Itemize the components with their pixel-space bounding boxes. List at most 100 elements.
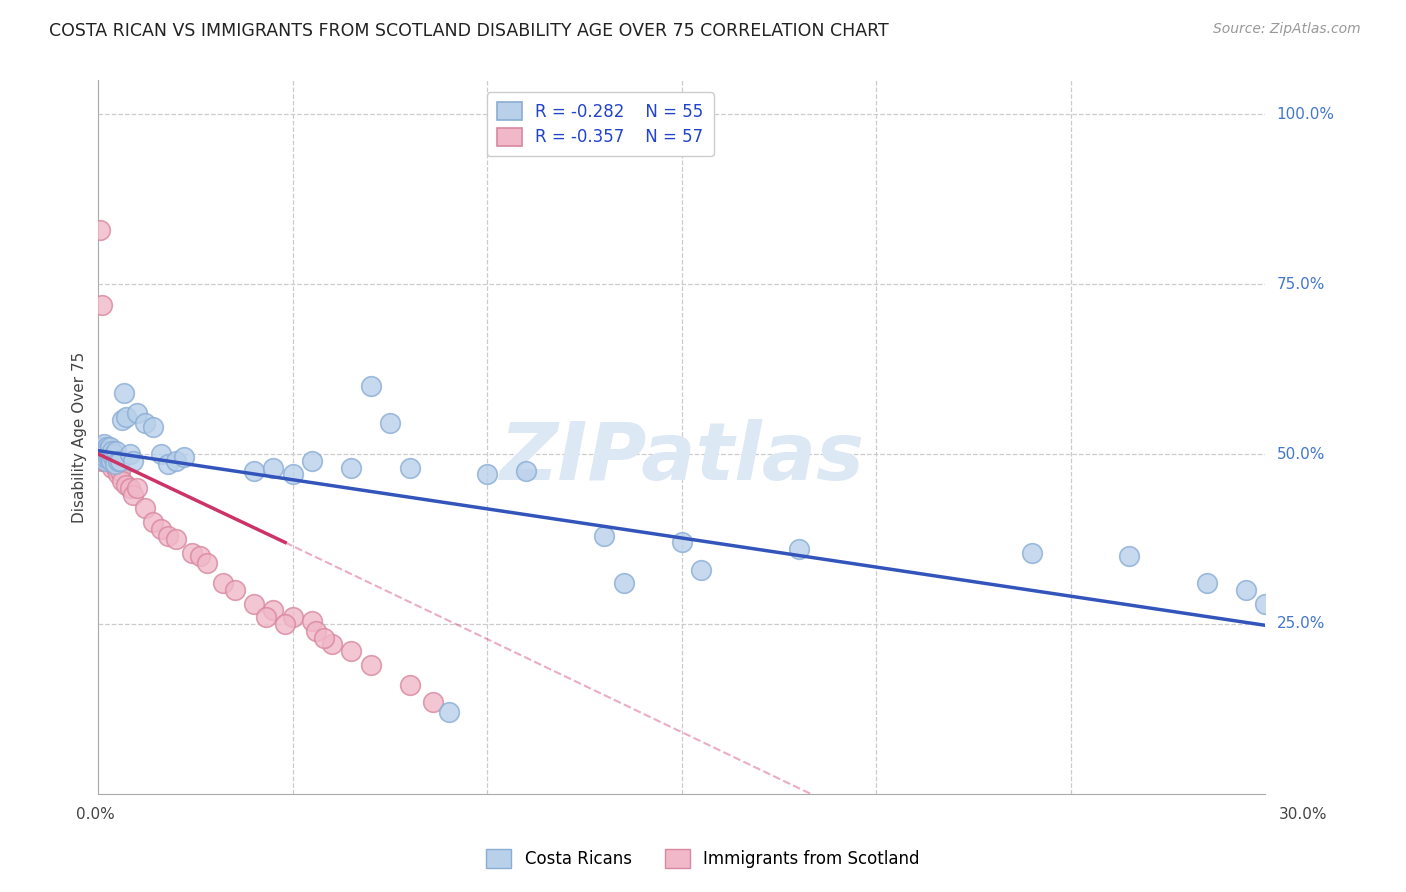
Point <box>142 420 165 434</box>
Point <box>243 597 266 611</box>
Point <box>262 460 284 475</box>
Point <box>98 440 121 454</box>
Point <box>100 454 122 468</box>
Legend: R = -0.282    N = 55, R = -0.357    N = 57: R = -0.282 N = 55, R = -0.357 N = 57 <box>486 92 713 156</box>
Point <box>122 454 145 468</box>
Point <box>1021 546 1043 560</box>
Text: 50.0%: 50.0% <box>1277 447 1324 461</box>
Point <box>340 644 363 658</box>
Point <box>101 443 124 458</box>
Point <box>98 454 121 468</box>
Point <box>93 437 115 451</box>
Point <box>477 467 499 482</box>
Text: 100.0%: 100.0% <box>1277 107 1334 122</box>
Point <box>96 440 118 454</box>
Text: Source: ZipAtlas.com: Source: ZipAtlas.com <box>1213 22 1361 37</box>
Point <box>107 467 129 482</box>
Point <box>94 450 117 465</box>
Text: 30.0%: 30.0% <box>1279 807 1327 822</box>
Point <box>111 413 134 427</box>
Point <box>321 637 343 651</box>
Point <box>398 460 420 475</box>
Point <box>93 447 115 461</box>
Legend: Costa Ricans, Immigrants from Scotland: Costa Ricans, Immigrants from Scotland <box>479 843 927 875</box>
Point <box>94 440 117 454</box>
Point <box>96 454 118 468</box>
Point <box>111 475 134 489</box>
Point <box>114 409 136 424</box>
Point <box>91 447 114 461</box>
Y-axis label: Disability Age Over 75: Disability Age Over 75 <box>72 351 87 523</box>
Point <box>96 447 118 461</box>
Point <box>101 454 124 468</box>
Point <box>93 454 115 468</box>
Text: 0.0%: 0.0% <box>76 807 115 822</box>
Text: 75.0%: 75.0% <box>1277 277 1324 292</box>
Point <box>112 385 135 400</box>
Point <box>97 450 120 465</box>
Point <box>149 522 172 536</box>
Text: ZIPatlas: ZIPatlas <box>499 419 865 498</box>
Point <box>103 450 125 465</box>
Point <box>104 457 127 471</box>
Point <box>301 614 323 628</box>
Point <box>360 657 382 672</box>
Point <box>96 447 118 461</box>
Point <box>212 576 235 591</box>
Point <box>593 528 616 542</box>
Point <box>787 542 810 557</box>
Point <box>157 457 180 471</box>
Point <box>188 549 211 563</box>
Point <box>134 501 156 516</box>
Point <box>180 546 202 560</box>
Point <box>96 450 118 465</box>
Point <box>89 223 111 237</box>
Point <box>671 535 693 549</box>
Point <box>281 467 304 482</box>
Point <box>165 454 187 468</box>
Point <box>114 477 136 491</box>
Point <box>165 532 187 546</box>
Point <box>613 576 636 591</box>
Point <box>93 454 115 468</box>
Point <box>301 454 323 468</box>
Point <box>103 450 125 465</box>
Point <box>91 440 114 454</box>
Point <box>100 460 122 475</box>
Point <box>127 406 149 420</box>
Point <box>91 443 114 458</box>
Point <box>340 460 363 475</box>
Point <box>1234 582 1257 597</box>
Point <box>97 450 120 465</box>
Point <box>94 447 117 461</box>
Point <box>122 488 145 502</box>
Point <box>422 695 444 709</box>
Point <box>97 454 120 468</box>
Point <box>96 440 118 454</box>
Point <box>100 450 122 465</box>
Point <box>243 464 266 478</box>
Point <box>105 443 128 458</box>
Point <box>149 447 172 461</box>
Point <box>118 447 141 461</box>
Point <box>224 582 246 597</box>
Point <box>93 450 115 465</box>
Point <box>195 556 218 570</box>
Point <box>91 297 114 311</box>
Point <box>262 603 284 617</box>
Text: 25.0%: 25.0% <box>1277 616 1324 632</box>
Point <box>305 624 328 638</box>
Point <box>118 481 141 495</box>
Point <box>380 417 402 431</box>
Point <box>690 563 713 577</box>
Point <box>97 447 120 461</box>
Point <box>173 450 195 465</box>
Point <box>157 528 180 542</box>
Point <box>312 631 335 645</box>
Point <box>254 610 277 624</box>
Point <box>134 417 156 431</box>
Point <box>91 447 114 461</box>
Point <box>274 617 297 632</box>
Point <box>360 379 382 393</box>
Point <box>108 454 131 468</box>
